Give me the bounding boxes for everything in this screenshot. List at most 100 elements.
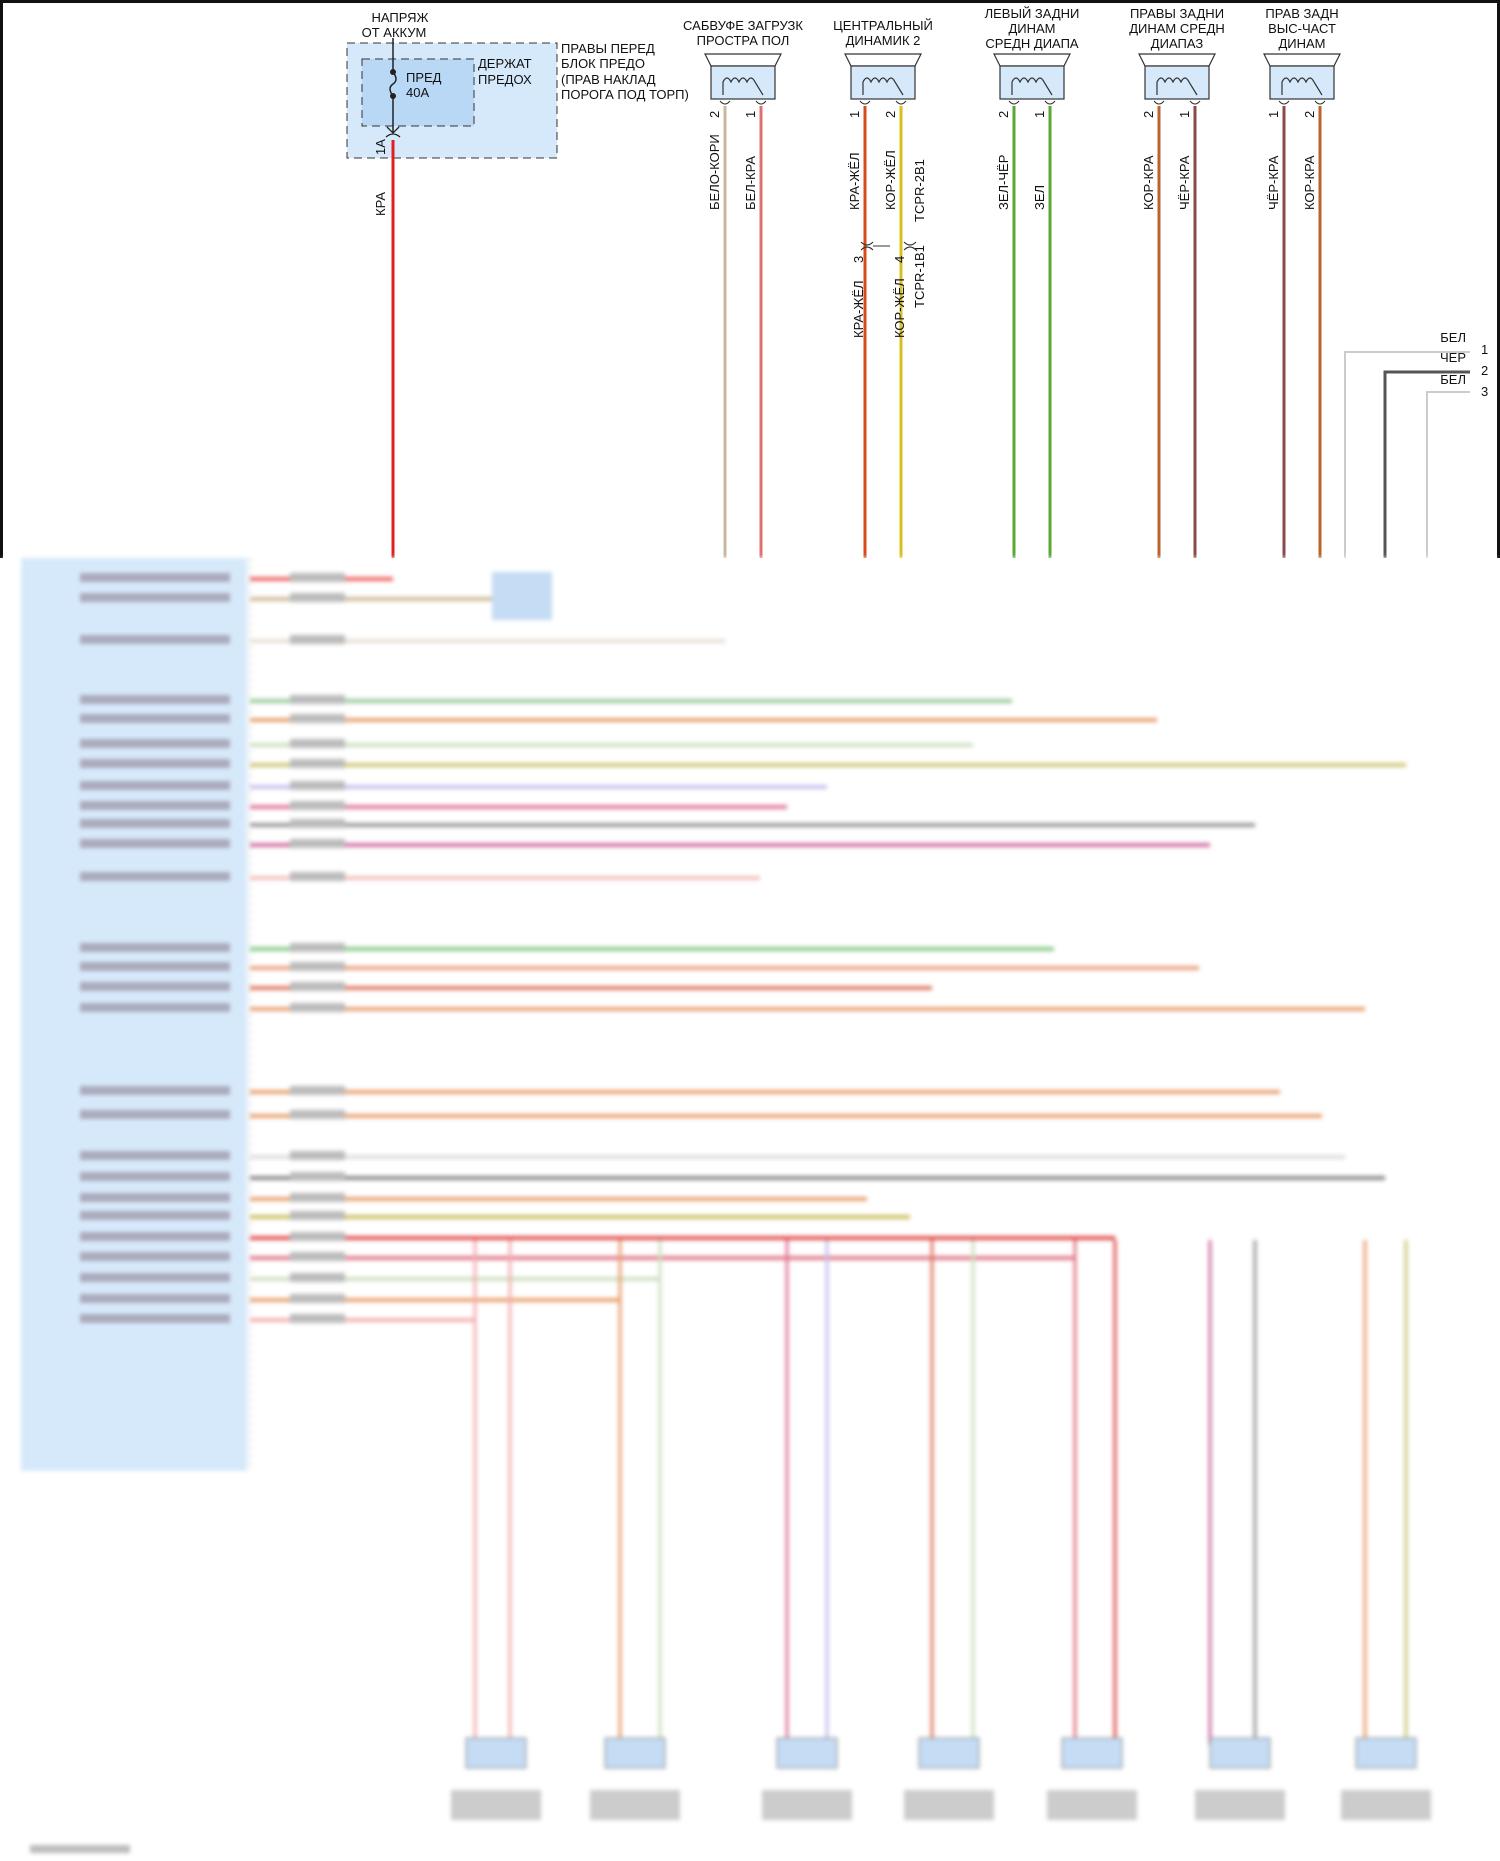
pin-label-blurred	[80, 781, 230, 790]
pin-label-blurred	[80, 943, 230, 952]
pin-label-blurred	[80, 1232, 230, 1241]
top-border	[0, 0, 1500, 3]
fuse-holder-label: ПРЕДОХ	[478, 72, 532, 87]
wire-label: БЕЛ-КРА	[743, 156, 758, 210]
wire-label-blurred	[290, 801, 345, 810]
speaker-title: ЦЕНТРАЛЬНЫЙ	[833, 18, 933, 33]
voice-coil-icon	[1156, 77, 1198, 96]
rear-speaker-icon	[776, 1737, 838, 1769]
pin-number: 2	[883, 111, 898, 118]
wire-label: ЧЁР	[1440, 350, 1466, 365]
center-connector: TCPR-2B1 TCPR-1B1 3 4 КРА-ЖЁЛ КОР-ЖЁЛ	[851, 159, 927, 338]
speaker-icon	[704, 53, 782, 67]
speaker-icon	[844, 53, 922, 67]
pin-label-blurred	[80, 759, 230, 768]
pin-number: 2	[1141, 111, 1156, 118]
wire-label-blurred	[290, 1172, 345, 1181]
pin-label-blurred	[80, 1294, 230, 1303]
fuse-block-label: ПОРОГА ПОД ТОРП)	[561, 87, 689, 102]
speaker-title: ДИНАМ СРЕДН	[1129, 21, 1225, 36]
voice-coil-icon	[722, 77, 764, 96]
speaker-title: ДИАПАЗ	[1151, 36, 1204, 51]
speaker-label-blurred	[451, 1790, 541, 1820]
pin-label-blurred	[80, 714, 230, 723]
pin-label-blurred	[80, 872, 230, 881]
pin-label-blurred	[80, 982, 230, 991]
wire-label-blurred	[290, 1294, 345, 1303]
wire-label-blurred	[290, 573, 345, 582]
speaker-title: ДИНАМИК 2	[846, 33, 921, 48]
pin-label-blurred	[80, 1151, 230, 1160]
wire-label: КРА-ЖЁЛ	[851, 280, 866, 338]
fuse-block: НАПРЯЖ ОТ АККУМ ПРАВЫ ПЕРЕД БЛОК ПРЕДО (…	[346, 10, 689, 558]
amplifier-module	[21, 558, 247, 1471]
pin-label-blurred	[80, 635, 230, 644]
ground-connector-icon	[492, 572, 552, 620]
wire-label-blurred	[290, 982, 345, 991]
wire-label-blurred	[290, 962, 345, 971]
pin-number: 1	[1177, 111, 1192, 118]
battery-label-1: НАПРЯЖ	[371, 10, 428, 25]
wire-label-blurred	[290, 872, 345, 881]
speaker-title: ВЫС-ЧАСТ	[1268, 21, 1336, 36]
wire-label-blurred	[290, 1314, 345, 1323]
wire-label: ЗЕЛ	[1032, 185, 1047, 210]
pin-number: 3	[851, 256, 866, 263]
pin-number: 1	[1266, 111, 1281, 118]
wire-label-blurred	[290, 819, 345, 828]
connector-id-lower: TCPR-1B1	[912, 245, 927, 308]
wire-label: ЧЁР-КРА	[1266, 155, 1281, 210]
rear-speaker-icon	[1355, 1737, 1417, 1769]
fuse-icon	[389, 71, 397, 97]
pin-label-blurred	[80, 819, 230, 828]
rear-speaker-icon	[918, 1737, 980, 1769]
wire-label: КОР-КРА	[1141, 155, 1156, 210]
wire-label: БЕЛ	[1440, 330, 1466, 345]
wire-label-blurred	[290, 1273, 345, 1282]
wire-label-blurred	[290, 695, 345, 704]
fuse-block-label: БЛОК ПРЕДО	[561, 56, 645, 71]
speaker-label-blurred	[762, 1790, 852, 1820]
pin-label-blurred	[80, 839, 230, 848]
wire-label: КРА-ЖЁЛ	[847, 152, 862, 210]
speaker-title: СРЕДН ДИАПА	[985, 36, 1079, 51]
speaker-title: ЛЕВЫЙ ЗАДНИ	[985, 6, 1080, 21]
fuse-pin-label: 1А	[373, 139, 388, 155]
wire-label: КОР-ЖЁЛ	[883, 150, 898, 210]
voice-coil-icon	[862, 77, 904, 96]
pin-label-blurred	[80, 801, 230, 810]
pin-label-blurred	[80, 962, 230, 971]
pin-label-blurred	[80, 1193, 230, 1202]
speaker-label-blurred	[590, 1790, 680, 1820]
shielded-connector: БЕЛ 1 ЧЁР 2 БЕЛ 3	[1344, 330, 1488, 558]
wire-label-blurred	[290, 1086, 345, 1095]
wire-label-blurred	[290, 759, 345, 768]
pin-number: 1	[1481, 342, 1488, 357]
speaker-icon	[1138, 53, 1216, 67]
pin-label-blurred	[80, 1273, 230, 1282]
pin-label-blurred	[80, 1172, 230, 1181]
wire-label-blurred	[290, 781, 345, 790]
battery-label-2: ОТ АККУМ	[362, 25, 427, 40]
wire-label-blurred	[290, 1252, 345, 1261]
pin-number: 1	[847, 111, 862, 118]
connector-id-upper: TCPR-2B1	[912, 159, 927, 222]
voice-coil-icon	[1011, 77, 1053, 96]
pin-number: 1	[1032, 111, 1047, 118]
pin-label-blurred	[80, 695, 230, 704]
wire-label: КОР-КРА	[1302, 155, 1317, 210]
wire-label: БЕЛО-КОРИ	[707, 134, 722, 210]
pin-connector-icon	[385, 126, 401, 138]
wire-label-blurred	[290, 1110, 345, 1119]
speaker-title: САБВУФЕ ЗАГРУЗК	[683, 18, 803, 33]
wire-label-blurred	[290, 714, 345, 723]
speaker-title: ДИНАМ	[1008, 21, 1055, 36]
pin-number: 3	[1481, 384, 1488, 399]
rear-speaker-icon	[604, 1737, 666, 1769]
pin-number: 4	[892, 256, 907, 263]
inline-connector-icon	[860, 241, 917, 251]
